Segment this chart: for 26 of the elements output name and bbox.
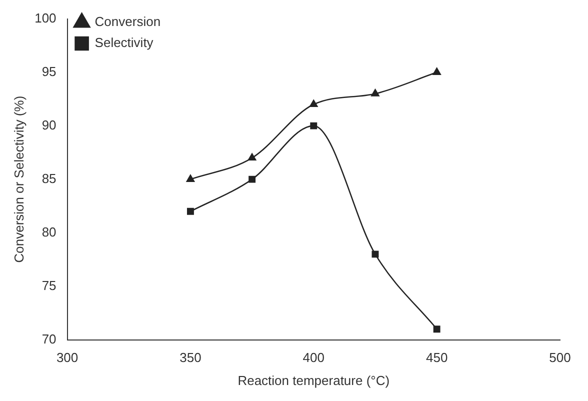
point xyxy=(310,100,318,108)
x-axis-title: Reaction temperature (°C) xyxy=(238,372,390,388)
point xyxy=(372,250,379,258)
y-tick-label: 90 xyxy=(42,117,56,132)
point xyxy=(248,176,256,183)
y-tick-label: 75 xyxy=(42,278,56,293)
y-tick-label: 85 xyxy=(42,170,56,186)
x-tick-label: 400 xyxy=(302,350,324,366)
x-tick-label: 350 xyxy=(180,350,202,366)
point xyxy=(186,208,194,215)
y-tick-label: 80 xyxy=(42,224,56,240)
point xyxy=(432,68,441,75)
point xyxy=(371,89,380,96)
legend-label: Conversion xyxy=(94,14,161,30)
y-tick-label: 70 xyxy=(42,331,56,346)
y-tick-label: 95 xyxy=(42,64,56,79)
point xyxy=(186,174,195,182)
y-tick-label: 100 xyxy=(34,10,56,26)
x-tick-label: 300 xyxy=(56,350,78,366)
legend-label: Selectivity xyxy=(94,35,154,50)
y-axis-title: Conversion or Selectivity (%) xyxy=(11,96,26,263)
x-tick-label: 500 xyxy=(549,350,571,366)
x-tick-label: 450 xyxy=(426,350,448,366)
point xyxy=(310,122,318,130)
point xyxy=(248,153,256,161)
point xyxy=(433,326,440,333)
